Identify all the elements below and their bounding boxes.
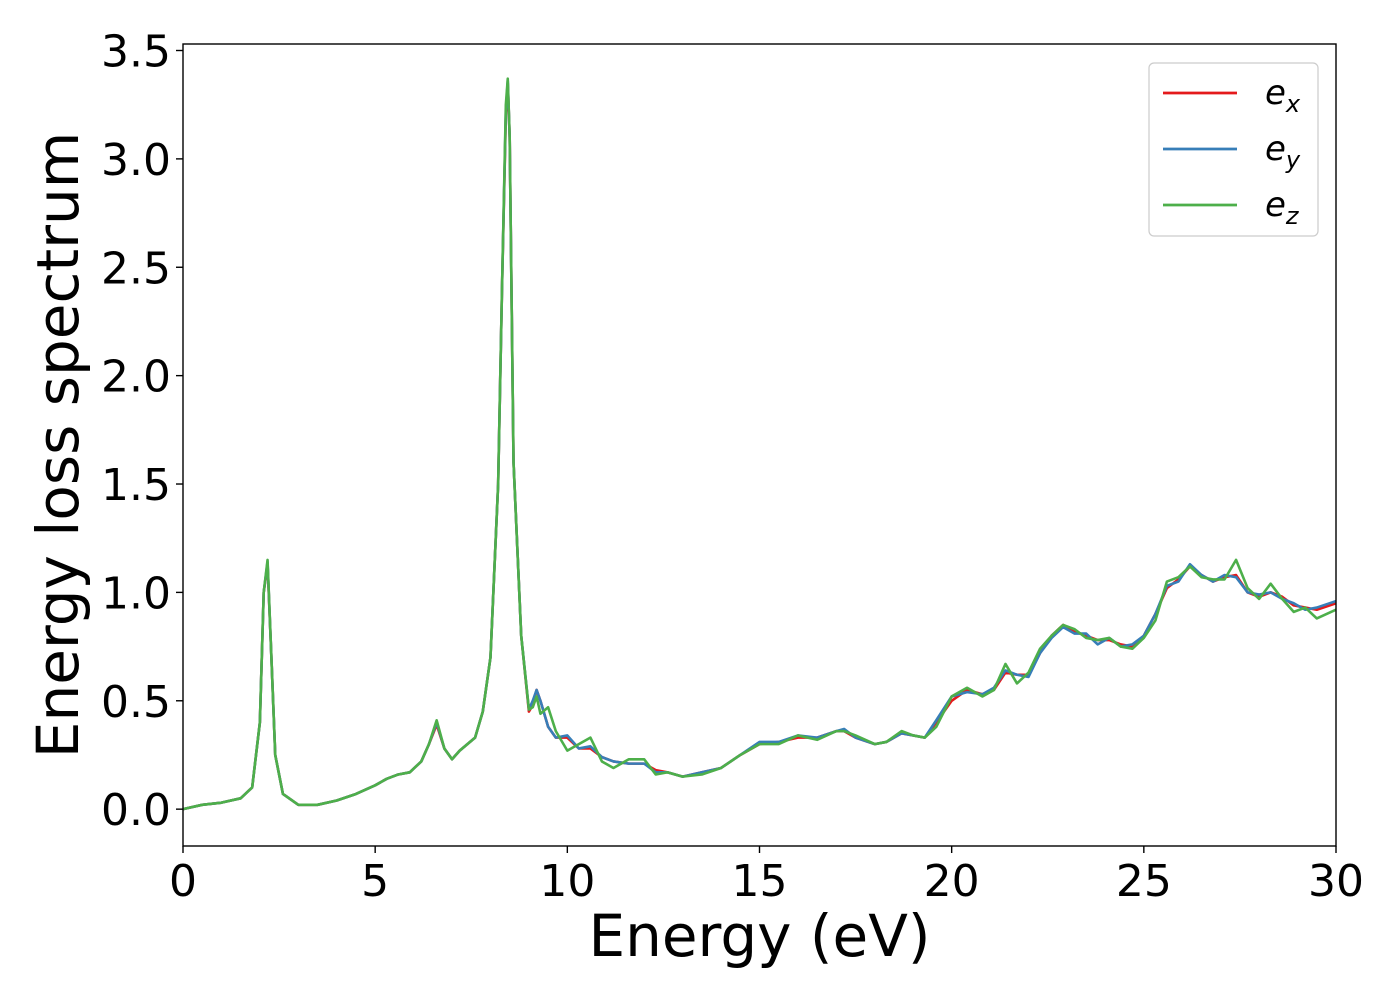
x-tick-label: 15 (732, 856, 788, 907)
y-tick-label: 1.0 (101, 568, 171, 619)
x-tick-label: 25 (1116, 856, 1172, 907)
y-tick-label: 3.5 (101, 27, 171, 78)
legend-label-x: ex (1265, 73, 1301, 118)
x-axis-title: Energy (eV) (588, 902, 930, 970)
x-axis-ticks: 0 5 10 15 20 25 30 (169, 846, 1364, 907)
y-axis-ticks: 0.0 0.5 1.0 1.5 2.0 2.5 3.0 3.5 (101, 27, 183, 836)
y-tick-label: 2.5 (101, 243, 171, 294)
y-tick-label: 0.0 (101, 785, 171, 836)
y-axis-title: Energy loss spectrum (24, 132, 92, 758)
x-tick-label: 5 (361, 856, 389, 907)
series-line-z (182, 77, 1337, 811)
legend-label-z: ez (1265, 185, 1300, 230)
y-tick-label: 2.0 (101, 352, 171, 403)
x-tick-label: 20 (924, 856, 980, 907)
series-layer (182, 77, 1337, 811)
y-tick-label: 1.5 (101, 460, 171, 511)
y-tick-label: 0.5 (101, 677, 171, 728)
x-tick-label: 30 (1308, 856, 1364, 907)
legend: ex ey ez (1148, 62, 1319, 237)
legend-label-y: ey (1265, 129, 1301, 174)
x-tick-label: 10 (539, 856, 595, 907)
y-tick-label: 3.0 (101, 135, 171, 186)
x-tick-label: 0 (169, 856, 197, 907)
